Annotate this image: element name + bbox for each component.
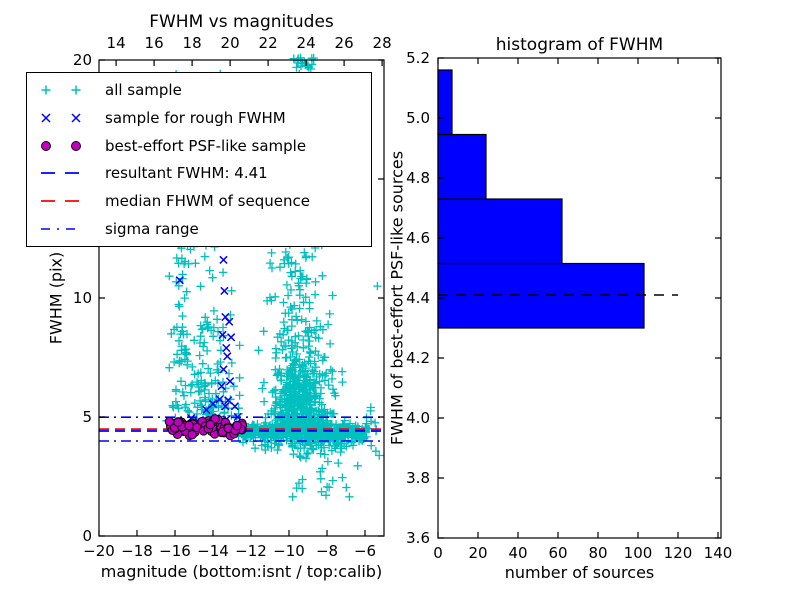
x-marker [71, 113, 81, 123]
left-plot-ylabel: FWHM (pix) [46, 251, 66, 345]
plus-marker [71, 85, 81, 95]
scatter-psf-like-sample [164, 414, 248, 441]
legend-entry: all sample [33, 76, 371, 103]
left-top-tick-label: 14 [107, 34, 126, 52]
legend-entry: sample for rough FWHM [33, 104, 371, 131]
right-plot-title: histogram of FWHM [495, 35, 664, 55]
sigma-range-lines [99, 416, 384, 442]
left-x-tick-label: −18 [121, 542, 153, 560]
legend-entry: best-effort PSF-like sample [33, 132, 371, 159]
right-y-tick-label: 4.6 [406, 229, 430, 247]
legend: all sample sample for rough FWHM best-effo… [26, 72, 372, 247]
right-y-tick-label: 3.8 [406, 469, 430, 487]
left-top-tick-label: 26 [335, 34, 354, 52]
legend-marker-dashed-icon [41, 200, 79, 203]
circle-marker [71, 140, 81, 151]
right-plot-xlabel: number of sources [504, 563, 655, 582]
legend-entry: median FHWM of sequence [33, 188, 371, 215]
plus-marker [41, 85, 51, 95]
right-y-tick-label: 4.4 [406, 289, 430, 307]
legend-marker-plus-icon [41, 85, 81, 95]
legend-label: sigma range [105, 220, 199, 239]
legend-entry: sigma range [33, 216, 371, 243]
legend-label: resultant FWHM: 4.41 [105, 164, 268, 183]
right-x-tick-label: 140 [704, 544, 733, 562]
right-x-tick-label: 0 [433, 544, 443, 562]
right-plot-ylabel: FWHM of best-effort PSF-like sources [387, 150, 407, 446]
left-y-tick-label: 5 [82, 408, 92, 426]
scatter-all-sample [162, 53, 384, 501]
legend-label: sample for rough FWHM [105, 108, 286, 127]
right-x-tick-label: 40 [508, 544, 527, 562]
left-top-tick-label: 18 [183, 34, 202, 52]
histogram-bar [437, 198, 563, 265]
circle-marker [41, 140, 51, 151]
left-y-tick-label: 20 [73, 51, 92, 69]
right-y-tick-label: 5.2 [406, 49, 430, 67]
left-top-tick-label: 22 [259, 34, 278, 52]
psf-sample-point [205, 420, 215, 430]
left-x-tick-label: −10 [273, 542, 305, 560]
left-y-tick-label: 10 [73, 289, 92, 307]
right-y-tick-label: 4.2 [406, 349, 430, 367]
legend-entry: resultant FWHM: 4.41 [33, 160, 371, 187]
legend-marker-x-icon [41, 113, 81, 123]
legend-label: median FHWM of sequence [105, 192, 310, 211]
right-y-tick-label: 4.0 [406, 409, 430, 427]
left-y-tick-label: 0 [82, 527, 92, 545]
legend-label: all sample [105, 80, 182, 99]
right-y-tick-label: 3.6 [406, 529, 430, 547]
right-y-tick-label: 5.0 [406, 109, 430, 127]
left-x-tick-label: −14 [197, 542, 229, 560]
histogram-bar [437, 69, 453, 136]
left-top-tick-label: 20 [221, 34, 240, 52]
left-top-tick-label: 24 [297, 34, 316, 52]
left-plot-xlabel: magnitude (bottom:isnt / top:calib) [100, 562, 383, 581]
left-top-tick-label: 16 [145, 34, 164, 52]
psf-sample-point [184, 420, 194, 431]
right-x-tick-label: 100 [624, 544, 653, 562]
histogram-bar [437, 262, 645, 329]
x-marker [41, 113, 51, 123]
left-x-tick-label: −20 [83, 542, 115, 560]
left-x-tick-label: −8 [316, 542, 338, 560]
left-plot-title: FWHM vs magnitudes [149, 12, 334, 32]
right-x-tick-label: 20 [468, 544, 487, 562]
right-x-tick-label: 120 [664, 544, 693, 562]
legend-marker-circle-icon [41, 140, 81, 151]
psf-sample-point [173, 417, 183, 427]
left-x-tick-label: −16 [159, 542, 191, 560]
legend-marker-dashdot-icon [41, 228, 79, 230]
left-top-tick-label: 28 [373, 34, 392, 52]
histogram-bar [437, 133, 487, 200]
right-y-tick-label: 4.8 [406, 169, 430, 187]
legend-label: best-effort PSF-like sample [105, 136, 307, 155]
psf-sample-point [232, 421, 242, 431]
left-x-tick-label: −6 [354, 542, 376, 560]
left-x-tick-label: −12 [235, 542, 267, 560]
psf-sample-point [187, 430, 197, 440]
right-x-tick-label: 60 [548, 544, 567, 562]
axis-ticks [98, 57, 721, 539]
legend-marker-dashed-icon [41, 172, 79, 175]
right-x-tick-label: 80 [588, 544, 607, 562]
